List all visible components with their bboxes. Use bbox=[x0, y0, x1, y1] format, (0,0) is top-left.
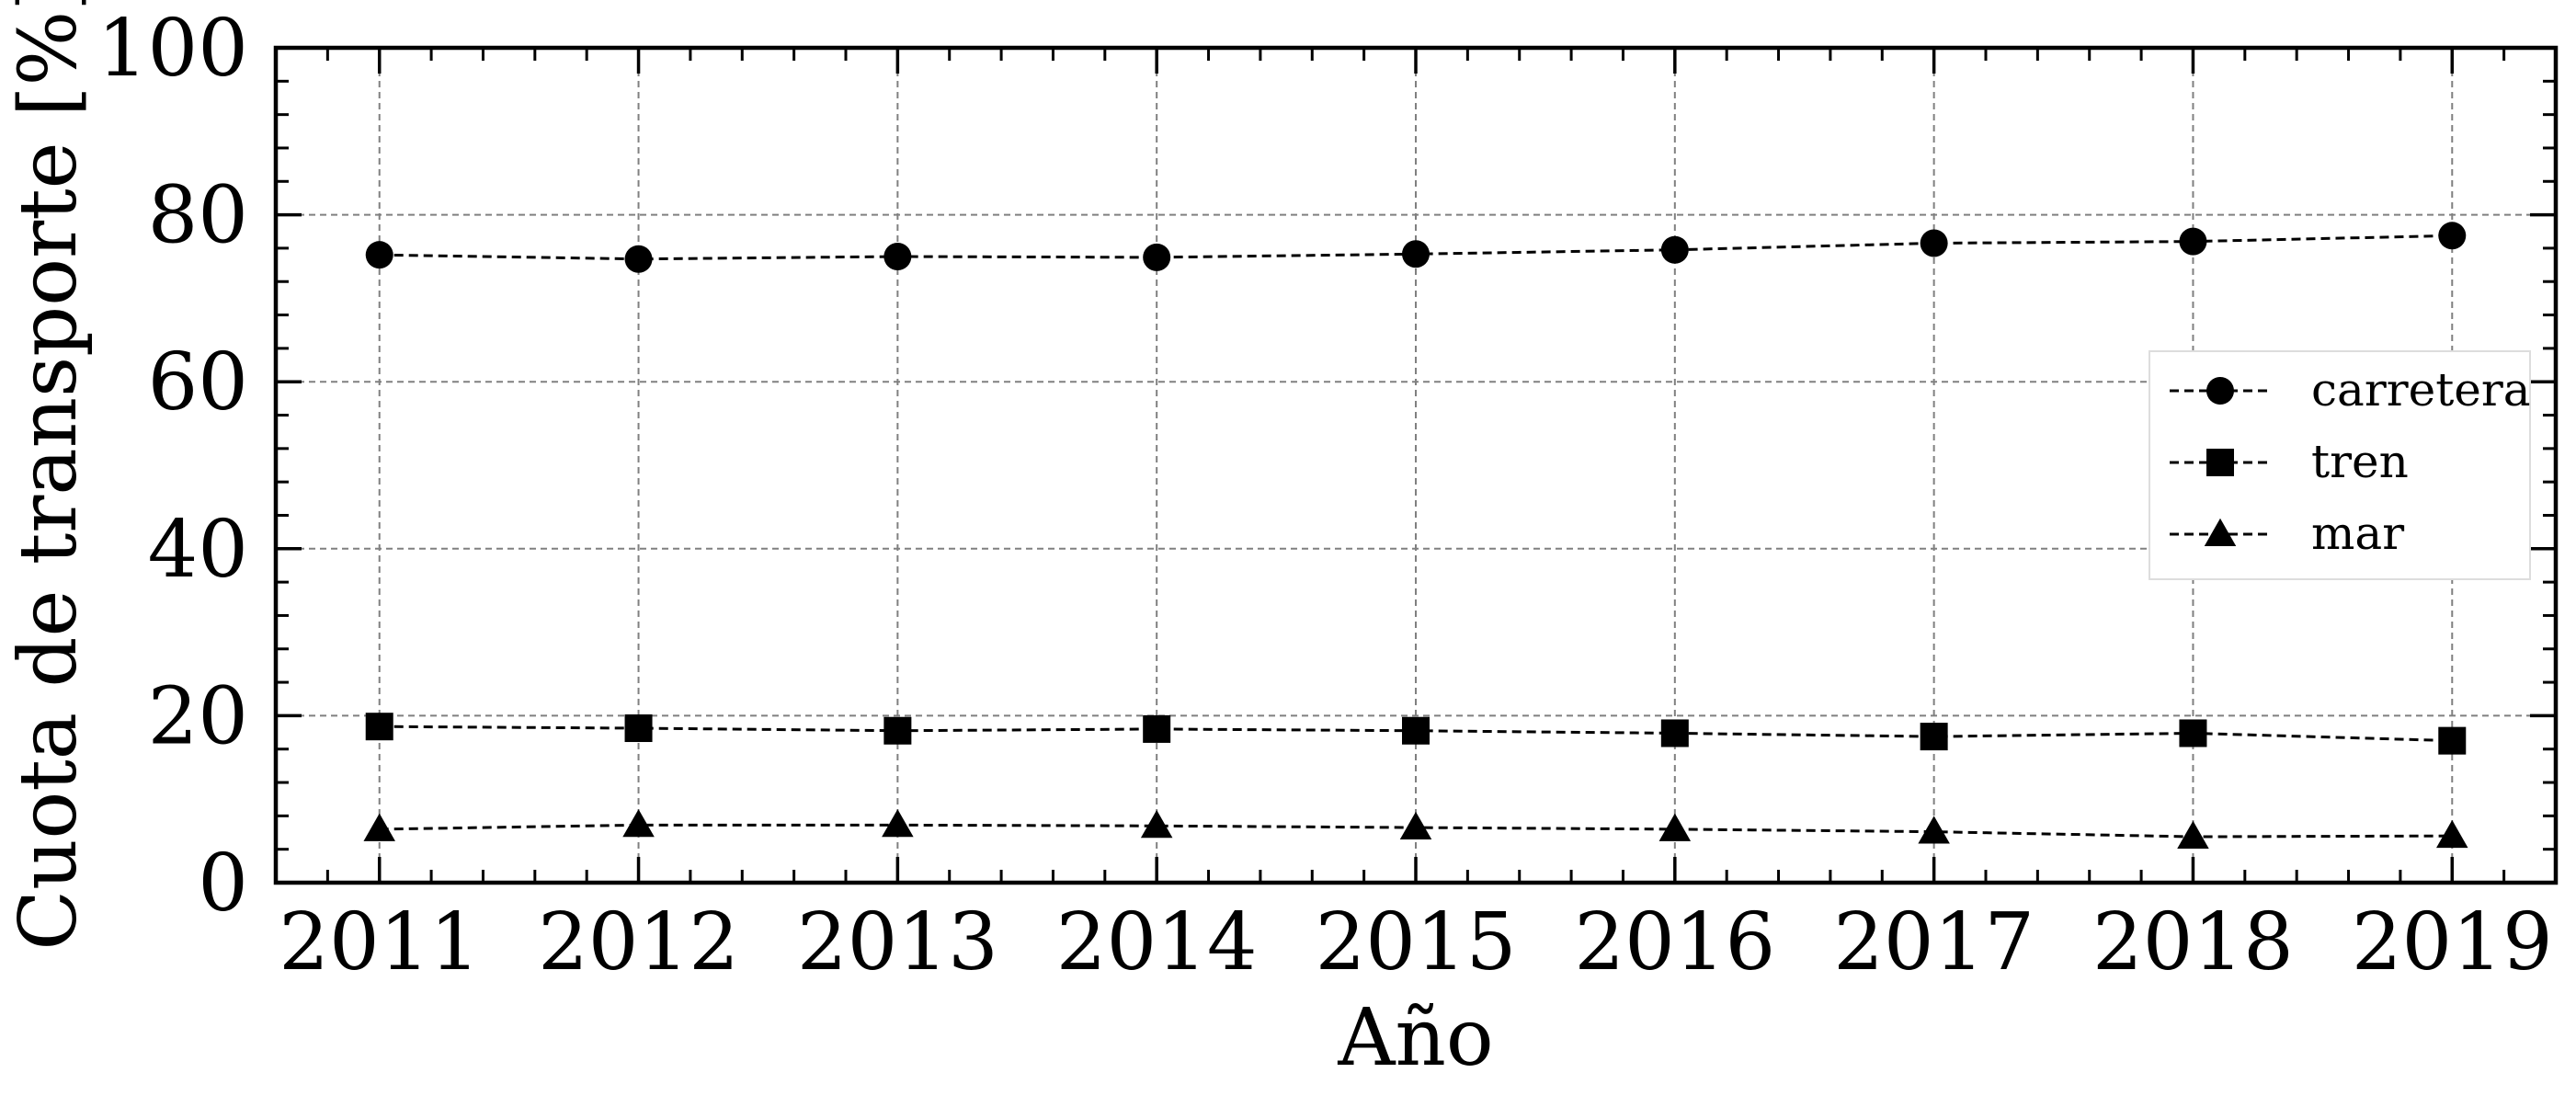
y-tick-label: 80 bbox=[148, 170, 248, 262]
data-point-triangle bbox=[2436, 819, 2468, 849]
data-point-circle bbox=[1402, 240, 1430, 268]
data-point-triangle bbox=[2177, 820, 2209, 849]
data-point-square bbox=[1660, 719, 1689, 748]
y-axis-label: Cuota de transporte [%] bbox=[3, 0, 95, 951]
data-point-triangle bbox=[363, 813, 395, 841]
legend: carretera tren mar bbox=[2149, 350, 2531, 580]
data-point-square bbox=[1920, 723, 1948, 751]
data-point-circle bbox=[2438, 222, 2467, 250]
data-point-square bbox=[1143, 714, 1171, 743]
y-tick-label: 100 bbox=[97, 3, 248, 95]
series-layer bbox=[363, 222, 2468, 849]
data-point-circle bbox=[2179, 227, 2207, 256]
data-point-circle bbox=[1920, 229, 1948, 257]
data-point-square bbox=[2438, 726, 2467, 755]
legend-label: carretera bbox=[2311, 363, 2531, 417]
data-point-circle bbox=[883, 243, 912, 270]
data-point-triangle bbox=[1399, 811, 1432, 840]
data-point-square bbox=[1402, 716, 1430, 745]
y-tick-label: 60 bbox=[148, 337, 248, 428]
data-point-square bbox=[2179, 719, 2207, 748]
series-carretera bbox=[365, 222, 2467, 273]
y-tick-label: 20 bbox=[148, 670, 248, 762]
x-tick-label: 2013 bbox=[797, 896, 998, 988]
data-point-circle bbox=[1143, 243, 1171, 271]
legend-marker-circle bbox=[2206, 377, 2234, 405]
legend-label: mar bbox=[2311, 507, 2404, 560]
x-tick-label: 2018 bbox=[2092, 896, 2294, 988]
data-point-circle bbox=[365, 241, 393, 269]
x-tick-label: 2015 bbox=[1316, 896, 1517, 988]
axis-ticks bbox=[274, 46, 2558, 884]
data-point-circle bbox=[1660, 235, 1689, 264]
data-point-triangle bbox=[622, 809, 655, 838]
tick-labels: 2011 2012 2013 2014 2015 2016 2017 2018 2019 0 20 4… bbox=[97, 3, 2553, 988]
x-axis-label: Año bbox=[1337, 992, 1493, 1084]
x-tick-label: 2012 bbox=[538, 896, 739, 988]
data-point-square bbox=[624, 714, 653, 743]
data-point-triangle bbox=[882, 809, 914, 838]
data-point-square bbox=[883, 716, 912, 745]
y-tick-label: 40 bbox=[148, 504, 248, 596]
x-tick-label: 2019 bbox=[2352, 896, 2553, 988]
y-tick-label: 0 bbox=[198, 838, 248, 930]
series-mar bbox=[363, 809, 2468, 849]
data-point-triangle bbox=[1918, 816, 1950, 844]
data-point-triangle bbox=[1140, 810, 1173, 839]
legend-marker-triangle bbox=[2204, 518, 2237, 546]
x-tick-label: 2011 bbox=[279, 896, 480, 988]
legend-label: tren bbox=[2311, 435, 2409, 488]
legend-marker-square bbox=[2206, 449, 2234, 476]
plot-frame bbox=[273, 45, 2559, 885]
x-tick-label: 2014 bbox=[1056, 896, 1258, 988]
data-point-triangle bbox=[1658, 813, 1692, 841]
data-point-square bbox=[365, 713, 393, 741]
data-point-circle bbox=[624, 245, 653, 273]
x-tick-label: 2017 bbox=[1833, 896, 2035, 988]
series-tren bbox=[365, 713, 2467, 755]
x-tick-label: 2016 bbox=[1574, 896, 1775, 988]
